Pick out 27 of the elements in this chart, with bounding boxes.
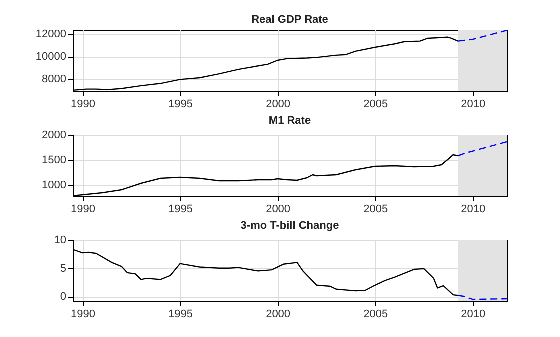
y-tick-label: 0 xyxy=(60,291,66,304)
x-tick-label: 2010 xyxy=(461,308,486,320)
x-tick-label: 2005 xyxy=(364,204,388,216)
x-tick-label: 1995 xyxy=(168,308,194,320)
x-tick-label: 1995 xyxy=(168,98,194,110)
chart-title: 3-mo T-bill Change xyxy=(240,220,340,232)
x-tick-label: 1990 xyxy=(71,204,96,216)
y-tick-label: 10 xyxy=(54,234,66,246)
y-tick-label: 8000 xyxy=(42,74,66,86)
x-tick-label: 2005 xyxy=(364,98,388,110)
y-tick-label: 2000 xyxy=(42,130,66,142)
y-tick-label: 1000 xyxy=(42,180,66,192)
y-tick-label: 5 xyxy=(60,262,66,275)
y-tick-label: 10000 xyxy=(36,51,66,64)
x-tick-label: 2010 xyxy=(461,98,486,110)
x-tick-label: 1995 xyxy=(168,204,194,216)
x-tick-label: 1990 xyxy=(71,98,96,110)
x-tick-label: 2005 xyxy=(364,308,388,320)
y-tick-label: 12000 xyxy=(36,28,66,40)
x-tick-label: 1990 xyxy=(71,308,96,320)
chart-title: Real GDP Rate xyxy=(252,14,328,26)
y-tick-label: 1500 xyxy=(42,154,66,166)
chart-title: M1 Rate xyxy=(268,115,312,127)
x-tick-label: 2000 xyxy=(266,308,291,320)
x-tick-label: 2000 xyxy=(266,98,291,110)
x-tick-label: 2000 xyxy=(266,204,291,216)
x-tick-label: 2010 xyxy=(461,204,486,216)
